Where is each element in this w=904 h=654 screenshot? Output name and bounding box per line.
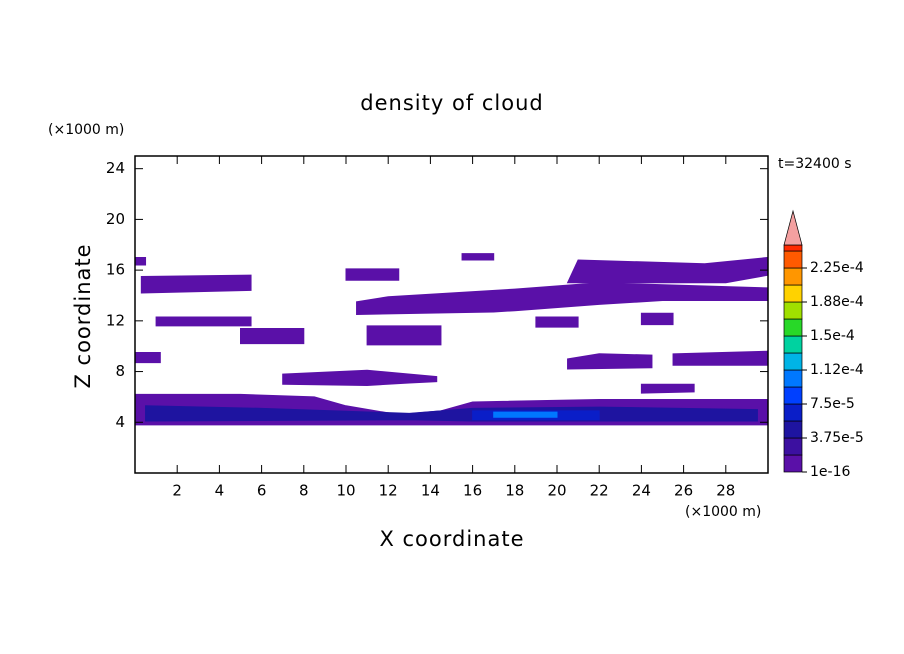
colorbar-segment bbox=[783, 454, 803, 473]
colorbar-segment bbox=[783, 301, 803, 320]
x-tick-label: 10 bbox=[336, 482, 355, 500]
contour-region bbox=[640, 383, 695, 394]
colorbar-segment bbox=[783, 284, 803, 303]
x-tick-label: 26 bbox=[674, 482, 693, 500]
y-unit: (×1000 m) bbox=[48, 122, 124, 138]
y-tick-label: 16 bbox=[106, 261, 125, 279]
contour-region bbox=[240, 327, 305, 345]
contour-region bbox=[461, 253, 495, 261]
colorbar-segment bbox=[783, 437, 803, 456]
x-tick-label: 6 bbox=[257, 482, 267, 500]
colorbar-segment bbox=[783, 420, 803, 439]
contour-region bbox=[566, 256, 769, 284]
colorbar-segment bbox=[783, 250, 803, 269]
contour-region bbox=[672, 350, 769, 366]
colorbar-label: 1e-16 bbox=[810, 464, 850, 480]
y-tick-label: 20 bbox=[106, 210, 125, 228]
colorbar-segment bbox=[783, 335, 803, 354]
colorbar-segment bbox=[783, 369, 803, 388]
contour-region bbox=[155, 316, 252, 327]
y-tick-label: 4 bbox=[115, 413, 125, 431]
x-tick-label: 24 bbox=[632, 482, 651, 500]
contour-region bbox=[145, 405, 758, 422]
x-tick-label: 18 bbox=[505, 482, 524, 500]
contour-region bbox=[356, 282, 769, 316]
contour-region bbox=[535, 316, 579, 328]
x-tick-label: 12 bbox=[379, 482, 398, 500]
contour-region bbox=[493, 411, 558, 418]
contour-region bbox=[134, 256, 147, 266]
x-tick-label: 28 bbox=[716, 482, 735, 500]
contour-region bbox=[640, 312, 674, 326]
colorbar-label: 1.12e-4 bbox=[810, 362, 864, 378]
contour-region bbox=[140, 274, 252, 294]
y-tick-label: 12 bbox=[106, 311, 125, 329]
contour-region bbox=[366, 325, 442, 346]
y-tick-label: 8 bbox=[115, 362, 125, 380]
x-tick-label: 20 bbox=[547, 482, 566, 500]
contour-region bbox=[345, 268, 400, 281]
colorbar-segment bbox=[783, 386, 803, 405]
x-unit: (×1000 m) bbox=[685, 504, 761, 520]
x-tick-label: 4 bbox=[215, 482, 225, 500]
x-tick-label: 14 bbox=[421, 482, 440, 500]
colorbar-label: 3.75e-5 bbox=[810, 430, 864, 446]
colorbar-extend bbox=[783, 209, 803, 246]
colorbar-segment bbox=[783, 403, 803, 422]
x-tick-label: 16 bbox=[463, 482, 482, 500]
x-tick-label: 22 bbox=[590, 482, 609, 500]
plot-frame bbox=[134, 155, 769, 474]
colorbar-label: 1.5e-4 bbox=[810, 328, 855, 344]
colorbar-label: 1.88e-4 bbox=[810, 294, 864, 310]
colorbar-segment bbox=[783, 352, 803, 371]
y-tick-label: 24 bbox=[106, 159, 125, 177]
colorbar-label: 7.5e-5 bbox=[810, 396, 855, 412]
colorbar-segment bbox=[783, 318, 803, 337]
x-tick-label: 2 bbox=[172, 482, 182, 500]
contour-region bbox=[282, 369, 438, 387]
x-axis-label: X coordinate bbox=[379, 527, 524, 551]
colorbar-segment bbox=[783, 267, 803, 286]
colorbar-segment bbox=[783, 244, 803, 252]
annotation: t=32400 s bbox=[778, 156, 852, 172]
colorbar-label: 2.25e-4 bbox=[810, 260, 864, 276]
x-tick-label: 8 bbox=[299, 482, 309, 500]
contour-region bbox=[567, 353, 653, 370]
contour-region bbox=[134, 352, 161, 364]
y-axis-label: Z coordinate bbox=[71, 243, 95, 388]
chart-title: density of cloud bbox=[360, 91, 543, 115]
